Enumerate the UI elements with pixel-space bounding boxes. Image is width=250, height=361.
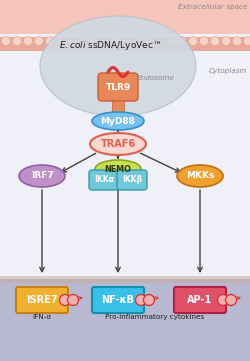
Bar xyxy=(112,97,124,114)
FancyBboxPatch shape xyxy=(98,73,138,101)
Text: Extracellular space: Extracellular space xyxy=(178,4,247,10)
Text: TRAF6: TRAF6 xyxy=(100,139,136,149)
Ellipse shape xyxy=(40,16,196,116)
Text: ISRE7: ISRE7 xyxy=(26,295,58,305)
Circle shape xyxy=(68,295,78,305)
Circle shape xyxy=(144,36,154,45)
Text: Pro-inflammatory cytokines: Pro-inflammatory cytokines xyxy=(106,314,204,320)
Ellipse shape xyxy=(19,165,65,187)
Circle shape xyxy=(166,36,175,45)
Ellipse shape xyxy=(177,165,223,187)
Text: MKKs: MKKs xyxy=(186,171,214,180)
Circle shape xyxy=(2,36,11,45)
Circle shape xyxy=(222,36,230,45)
Text: IRF7: IRF7 xyxy=(30,171,54,180)
Circle shape xyxy=(34,36,43,45)
Circle shape xyxy=(112,36,120,45)
Text: IKKα: IKKα xyxy=(94,175,114,184)
Text: Cytoplasm: Cytoplasm xyxy=(208,68,247,74)
FancyBboxPatch shape xyxy=(16,287,68,313)
Text: IKKβ: IKKβ xyxy=(122,175,142,184)
Bar xyxy=(0,276,250,283)
Text: AP-1: AP-1 xyxy=(188,295,212,305)
Text: $\mathit{E. coli}$ ssDNA/LyoVec™: $\mathit{E. coli}$ ssDNA/LyoVec™ xyxy=(59,39,161,52)
Text: NEMO: NEMO xyxy=(104,165,132,174)
FancyBboxPatch shape xyxy=(117,170,147,190)
Circle shape xyxy=(178,36,186,45)
Text: TLR9: TLR9 xyxy=(106,83,130,91)
Circle shape xyxy=(68,36,76,45)
Circle shape xyxy=(244,36,250,45)
Circle shape xyxy=(188,36,198,45)
Bar xyxy=(0,279,250,361)
Circle shape xyxy=(122,36,132,45)
Text: IFN-α: IFN-α xyxy=(32,314,52,320)
Circle shape xyxy=(90,36,98,45)
Ellipse shape xyxy=(90,133,146,155)
Circle shape xyxy=(46,36,54,45)
Circle shape xyxy=(210,36,220,45)
FancyBboxPatch shape xyxy=(174,287,226,313)
Ellipse shape xyxy=(95,160,141,178)
Circle shape xyxy=(156,36,164,45)
Circle shape xyxy=(100,36,110,45)
Circle shape xyxy=(56,36,66,45)
Bar xyxy=(0,37,250,51)
Circle shape xyxy=(226,295,236,305)
Ellipse shape xyxy=(92,112,144,130)
Circle shape xyxy=(78,36,88,45)
Text: MyD88: MyD88 xyxy=(100,117,136,126)
Text: NF-κB: NF-κB xyxy=(102,295,134,305)
Circle shape xyxy=(200,36,208,45)
Circle shape xyxy=(218,295,228,305)
Circle shape xyxy=(12,36,22,45)
Circle shape xyxy=(134,36,142,45)
Circle shape xyxy=(60,295,70,305)
FancyBboxPatch shape xyxy=(89,170,119,190)
Text: Endosome: Endosome xyxy=(137,75,175,81)
Circle shape xyxy=(144,295,154,305)
Bar xyxy=(0,0,250,34)
Bar xyxy=(0,34,250,279)
Circle shape xyxy=(136,295,146,305)
Circle shape xyxy=(232,36,241,45)
Circle shape xyxy=(24,36,32,45)
FancyBboxPatch shape xyxy=(92,287,144,313)
